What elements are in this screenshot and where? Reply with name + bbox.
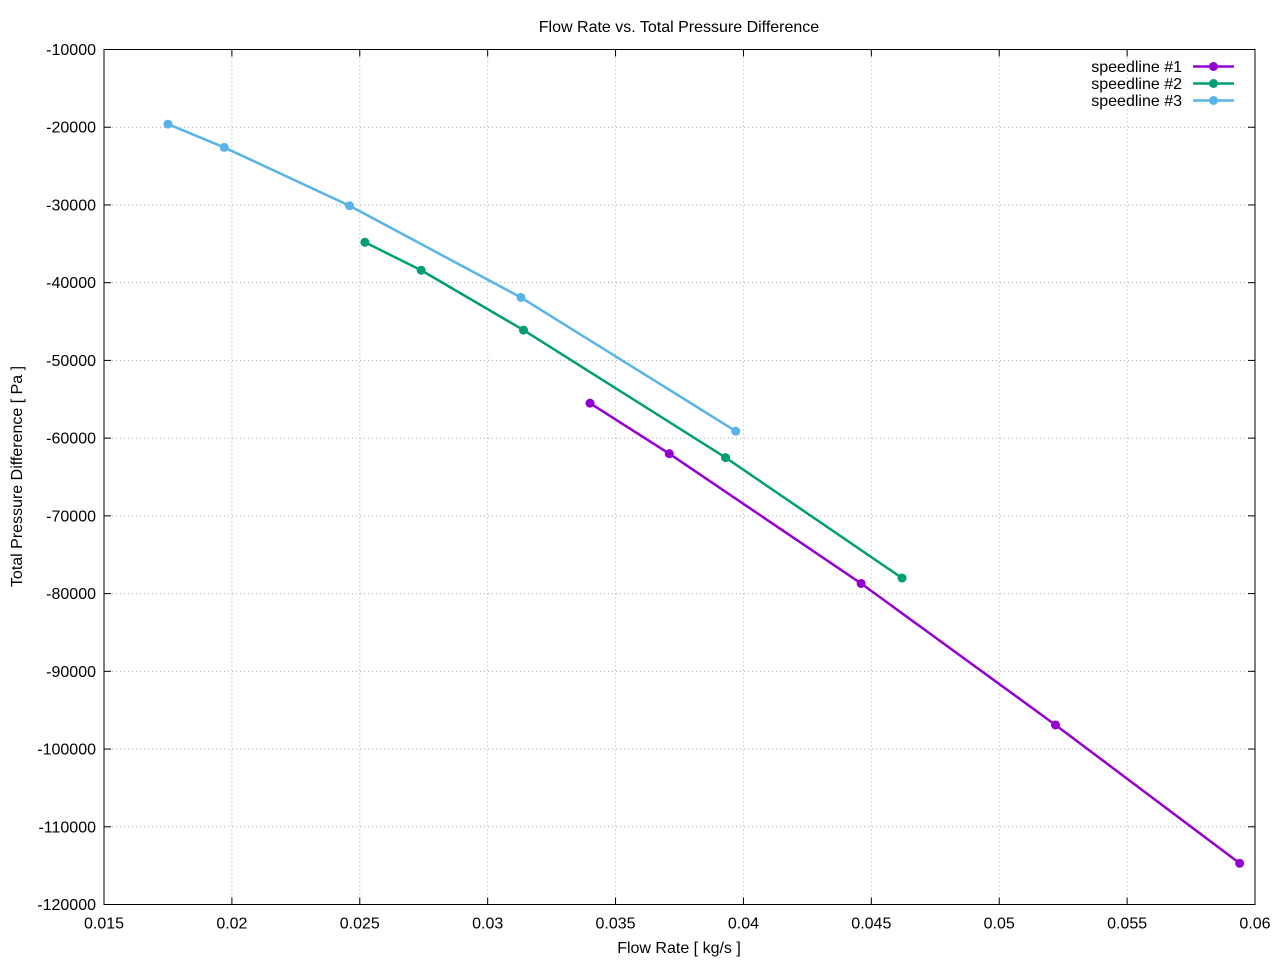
legend: speedline #1 speedline #2 speedline #3 [1091, 59, 1234, 110]
y-tick-label: -80000 [46, 586, 96, 603]
axis-layer: 0.015 0.02 0.025 0.03 0.035 0.04 0.045 0.05 0.05… [37, 42, 1270, 933]
legend-label-speedline-2: speedline #2 [1091, 76, 1182, 93]
x-tick-label: 0.06 [1239, 916, 1270, 933]
series-3-point [163, 119, 173, 129]
x-axis-label: Flow Rate [ kg/s ] [617, 940, 741, 957]
x-tick-label: 0.03 [472, 916, 503, 933]
series-1-point [664, 449, 674, 459]
chart-title: Flow Rate vs. Total Pressure Difference [539, 19, 820, 36]
series-1-point [1050, 720, 1060, 730]
y-tick-label: -120000 [37, 897, 96, 914]
x-tick-label: 0.035 [596, 916, 636, 933]
x-tick-label: 0.04 [728, 916, 759, 933]
series-1-point [585, 398, 595, 408]
series-2-point [416, 265, 426, 275]
series-3-point [219, 142, 229, 152]
x-tick-label: 0.02 [216, 916, 247, 933]
legend-sample-point-1 [1209, 62, 1218, 71]
grid-layer [104, 49, 1255, 905]
x-tick-label: 0.055 [1107, 916, 1147, 933]
series-2-point [721, 453, 731, 463]
legend-samples [1193, 62, 1234, 105]
series-3-point [345, 201, 355, 211]
x-tick-label: 0.05 [984, 916, 1015, 933]
series-1-point [1235, 858, 1245, 868]
y-tick-label: -110000 [38, 819, 96, 836]
series-3-line [167, 122, 737, 433]
series-1-line [589, 402, 1241, 865]
series-1-point [856, 578, 866, 588]
x-tick-label: 0.015 [84, 916, 124, 933]
series-2-point [897, 573, 907, 583]
y-tick-label: -60000 [46, 431, 96, 448]
y-tick-label: -20000 [46, 120, 96, 137]
legend-sample-point-2 [1209, 79, 1218, 88]
series-3-point [516, 292, 526, 302]
y-axis-label: Total Pressure Difference [ Pa ] [9, 366, 26, 587]
y-tick-label: -70000 [46, 508, 96, 525]
legend-sample-point-3 [1209, 96, 1218, 105]
series-2-point [360, 237, 370, 247]
series-2-point [518, 325, 528, 335]
y-tick-label: -30000 [46, 197, 96, 214]
y-tick-label: -100000 [37, 742, 96, 759]
y-tick-label: -90000 [46, 664, 96, 681]
series-layer [163, 119, 1245, 868]
legend-label-speedline-3: speedline #3 [1091, 93, 1182, 110]
x-tick-label: 0.025 [340, 916, 380, 933]
y-tick-label: -10000 [46, 42, 96, 59]
series-3-point [731, 426, 741, 436]
legend-label-speedline-1: speedline #1 [1091, 59, 1182, 76]
x-tick-label: 0.045 [851, 916, 891, 933]
y-tick-label: -40000 [46, 275, 96, 292]
plot-border [103, 49, 1256, 905]
series-2-line [364, 241, 903, 580]
y-tick-label: -50000 [46, 353, 96, 370]
